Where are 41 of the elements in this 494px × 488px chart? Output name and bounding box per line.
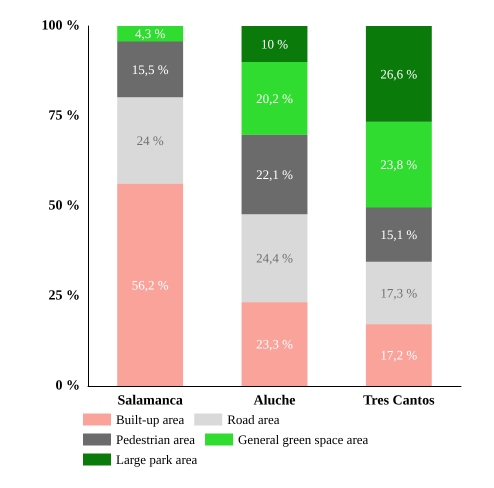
data-label: 23,8 %	[380, 157, 418, 172]
data-label: 56,2 %	[132, 277, 169, 292]
data-label: 15,1 %	[380, 227, 418, 242]
x-tick-label: Tres Cantos	[363, 394, 436, 408]
x-tick-label: Salamanca	[117, 394, 183, 408]
bar	[366, 324, 432, 386]
bar	[242, 134, 308, 214]
data-label: 23,3 %	[256, 336, 294, 352]
data-label: 24 %	[136, 132, 164, 148]
data-label: 22,1 %	[256, 167, 294, 182]
y-tick-label: 25 %	[48, 288, 80, 304]
bar	[242, 214, 308, 302]
data-label: 10 %	[260, 36, 288, 52]
legend-label: General green space area	[238, 432, 369, 447]
data-label: 26,6 %	[380, 66, 418, 82]
legend-label: Pedestrian area	[116, 432, 196, 447]
x-tick-label: Aluche	[254, 394, 296, 408]
data-label: 20,2 %	[256, 90, 294, 106]
bar	[117, 97, 184, 184]
data-label: 17,2 %	[380, 348, 418, 363]
y-tick-label: 50 %	[48, 198, 80, 214]
bar	[366, 122, 432, 208]
bar	[117, 26, 184, 42]
bar	[366, 262, 432, 324]
bar	[117, 184, 184, 386]
data-label: 24,4 %	[256, 250, 294, 266]
bar	[242, 302, 308, 386]
bar	[117, 41, 184, 98]
bar	[242, 62, 308, 135]
bar	[366, 207, 432, 262]
y-tick-label: 75 %	[48, 108, 80, 124]
bar	[242, 26, 308, 62]
legend-label: Road area	[227, 412, 280, 427]
data-label: 4,3 %	[134, 26, 166, 42]
data-label: 15,5 %	[132, 62, 169, 77]
legend-label: Built-up area	[116, 412, 184, 427]
y-tick-label: 100 %	[42, 18, 80, 34]
bar	[366, 26, 432, 122]
data-label: 17,3 %	[380, 285, 418, 300]
legend-label: Large park area	[116, 452, 198, 467]
y-tick-label: 0 %	[56, 378, 80, 394]
